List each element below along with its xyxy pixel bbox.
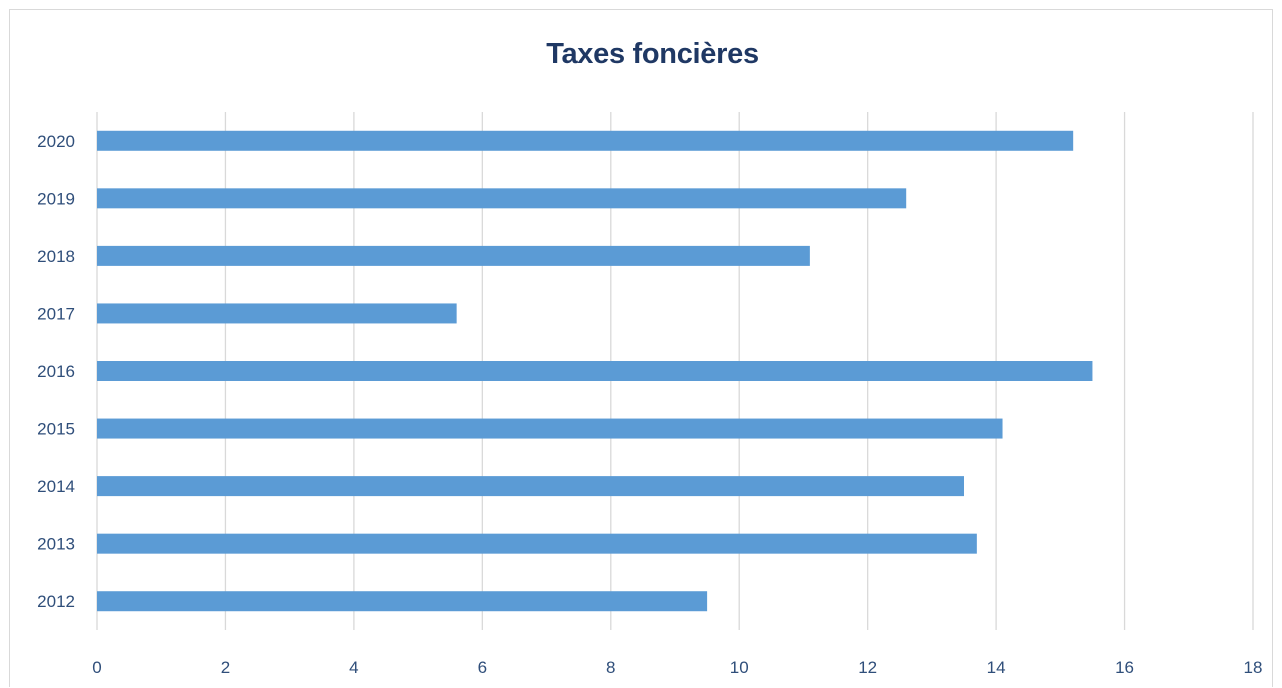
- bar-2019: [97, 188, 907, 209]
- y-tick-label: 2019: [37, 189, 75, 208]
- y-tick-label: 2017: [37, 304, 75, 323]
- bar-2017: [97, 303, 457, 324]
- chart-title: Taxes foncières: [546, 38, 759, 70]
- y-tick-label: 2013: [37, 535, 75, 554]
- y-tick-label: 2012: [37, 592, 75, 611]
- x-tick-label: 12: [858, 658, 877, 677]
- bar-2014: [97, 476, 964, 497]
- y-tick-label: 2018: [37, 247, 75, 266]
- y-tick-label: 2020: [37, 132, 75, 151]
- y-tick-label: 2015: [37, 420, 75, 439]
- bar-2020: [97, 130, 1074, 151]
- bar-2015: [97, 418, 1003, 439]
- x-tick-label: 8: [606, 658, 615, 677]
- y-tick-label: 2016: [37, 362, 75, 381]
- chart-frame: [9, 9, 1273, 687]
- x-tick-label: 16: [1115, 658, 1134, 677]
- bar-2016: [97, 361, 1093, 381]
- x-tick-label: 18: [1244, 658, 1263, 677]
- x-tick-label: 10: [730, 658, 749, 677]
- x-tick-label: 2: [221, 658, 230, 677]
- x-tick-label: 0: [92, 658, 101, 677]
- bar-2012: [97, 591, 708, 612]
- bars: [97, 130, 1093, 612]
- x-axis-labels: 0 2 4 6 8 10 12 14 16 18: [92, 658, 1262, 677]
- y-axis-labels: 2012 2013 2014 2015 2016 2017 2018 2019 2020: [37, 132, 75, 611]
- x-tick-label: 6: [478, 658, 487, 677]
- y-tick-label: 2014: [37, 477, 75, 496]
- x-tick-label: 4: [349, 658, 358, 677]
- x-tick-label: 14: [987, 658, 1006, 677]
- bar-2013: [97, 533, 977, 554]
- bar-2018: [97, 245, 810, 266]
